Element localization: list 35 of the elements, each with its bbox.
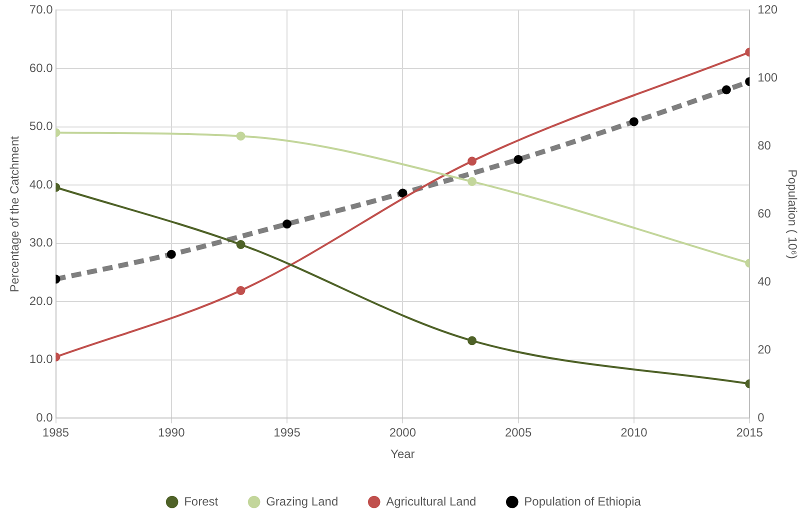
y2-tick-label: 60 bbox=[758, 206, 772, 221]
x-tick-label: 2005 bbox=[504, 426, 532, 440]
x-tick-label: 2010 bbox=[620, 426, 648, 440]
point bbox=[629, 117, 638, 126]
x-tick-label: 2000 bbox=[389, 426, 416, 440]
x-tick-label: 1995 bbox=[274, 426, 301, 440]
y-tick-label: 20.0 bbox=[29, 294, 54, 308]
y-tick-label: 60.0 bbox=[29, 60, 54, 75]
y-axis-title: Percentage of the Catchment bbox=[8, 135, 22, 292]
y2-tick-label: 0 bbox=[758, 410, 765, 425]
x-tick-label: 2015 bbox=[736, 426, 764, 440]
y2-axis-title: Population ( 10⁶) bbox=[785, 169, 800, 260]
y2-tick-label: 120 bbox=[758, 2, 778, 17]
legend-label: Forest bbox=[184, 494, 219, 508]
y-tick-label: 70.0 bbox=[29, 2, 54, 17]
x-axis-title: Year bbox=[390, 447, 415, 462]
y-tick-label: 40.0 bbox=[29, 177, 54, 192]
point bbox=[282, 220, 292, 229]
y-tick-label: 10.0 bbox=[29, 352, 54, 366]
y2-tick-label: 20 bbox=[758, 342, 772, 357]
point bbox=[166, 250, 176, 259]
y-tick-label: 50.0 bbox=[29, 119, 54, 134]
point bbox=[398, 188, 408, 198]
y-tick-label: 0.0 bbox=[36, 410, 54, 425]
y2-tick-label: 40 bbox=[758, 274, 772, 289]
legend-label: Grazing Land bbox=[266, 494, 338, 508]
x-tick-label: 1985 bbox=[42, 426, 70, 440]
y2-tick-label: 80 bbox=[758, 138, 772, 153]
y-tick-label: 30.0 bbox=[29, 236, 54, 250]
legend-label: Population of Ethiopia bbox=[524, 494, 642, 508]
point bbox=[722, 85, 731, 94]
point bbox=[514, 154, 523, 164]
legend-label: Agricultural Land bbox=[386, 494, 476, 508]
x-tick-label: 1990 bbox=[158, 426, 186, 440]
y2-tick-label: 100 bbox=[758, 70, 778, 85]
